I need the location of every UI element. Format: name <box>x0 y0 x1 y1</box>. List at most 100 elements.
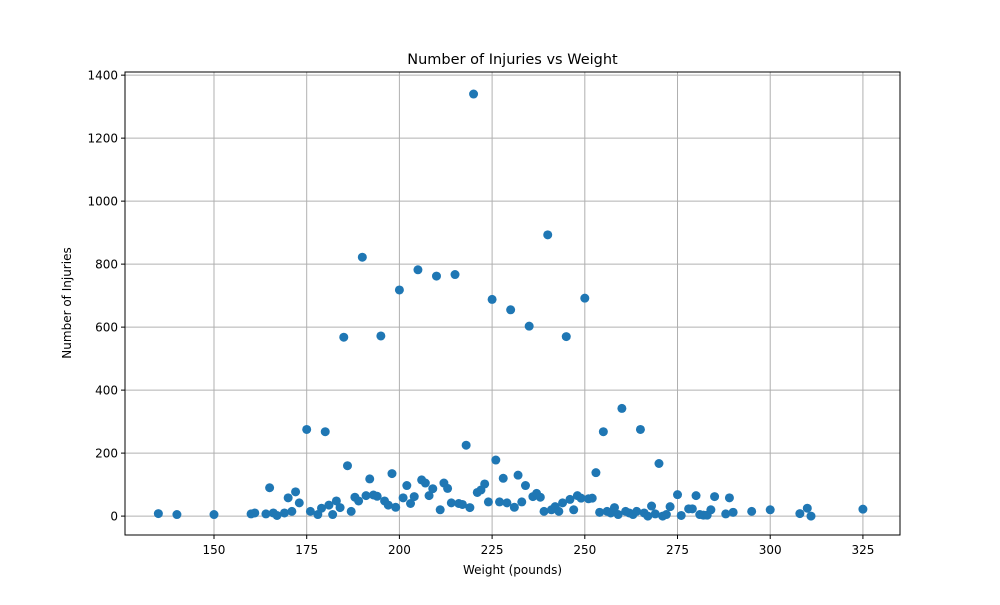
y-tick-label: 1000 <box>87 195 118 209</box>
data-point <box>513 470 523 480</box>
data-point <box>495 497 505 507</box>
data-point <box>320 427 330 437</box>
y-tick-label: 1200 <box>87 132 118 146</box>
data-point <box>172 510 182 520</box>
grid-lines <box>125 72 900 535</box>
x-tick-label: 225 <box>481 543 504 557</box>
data-point <box>406 499 416 509</box>
data-point <box>654 459 664 469</box>
data-point <box>632 506 642 516</box>
data-point <box>598 427 608 437</box>
data-point <box>354 496 364 506</box>
data-point <box>635 424 645 434</box>
data-point <box>520 481 530 491</box>
axes-frame <box>124 71 901 536</box>
x-tick-label: 275 <box>666 543 689 557</box>
data-point <box>558 498 568 508</box>
data-point <box>265 483 275 493</box>
data-point <box>576 493 586 503</box>
data-point <box>747 506 757 516</box>
data-point <box>595 507 605 517</box>
data-point <box>357 252 367 262</box>
data-point <box>461 440 471 450</box>
data-point <box>287 506 297 516</box>
x-tick-label: 300 <box>759 543 782 557</box>
data-point <box>524 321 534 331</box>
data-point <box>398 493 408 503</box>
data-point <box>387 469 397 479</box>
data-point <box>402 481 412 491</box>
data-point <box>535 492 545 502</box>
data-point <box>409 492 419 502</box>
data-point <box>424 491 434 501</box>
data-point <box>153 509 163 519</box>
data-point <box>305 506 315 516</box>
data-point <box>450 270 460 280</box>
x-tick-label: 200 <box>388 543 411 557</box>
data-point <box>565 494 575 504</box>
data-point <box>446 498 456 508</box>
data-point <box>372 491 382 501</box>
data-point <box>339 332 349 342</box>
data-point <box>394 285 404 295</box>
data-point <box>543 230 553 240</box>
data-point <box>806 511 816 521</box>
data-points <box>153 89 868 521</box>
y-tick-label: 0 <box>110 510 118 524</box>
data-point <box>491 455 501 465</box>
data-point <box>483 497 493 507</box>
data-point <box>487 294 497 304</box>
data-point <box>802 503 812 513</box>
data-point <box>502 498 512 508</box>
data-point <box>765 505 775 515</box>
data-point <box>506 305 516 315</box>
data-point <box>279 508 289 518</box>
data-point <box>617 403 627 413</box>
x-tick-label: 175 <box>295 543 318 557</box>
data-point <box>706 505 716 515</box>
data-point <box>609 503 619 513</box>
data-point <box>317 503 327 513</box>
data-point <box>428 484 438 494</box>
data-point <box>272 510 282 520</box>
data-point <box>724 493 734 503</box>
y-tick-label: 600 <box>95 321 118 335</box>
data-point <box>431 271 441 281</box>
data-point <box>365 474 375 484</box>
data-point <box>650 509 660 519</box>
data-point <box>591 468 601 478</box>
data-point <box>250 508 260 518</box>
axis-ticks: 150 175 200 225 250 275 300 325 0 200 400 600 800 100… <box>87 69 874 557</box>
y-tick-label: 200 <box>95 447 118 461</box>
data-point <box>291 487 301 497</box>
data-point <box>728 507 738 517</box>
data-point <box>509 502 519 512</box>
y-axis-title: Number of Injuries <box>60 247 74 358</box>
data-point <box>554 506 564 516</box>
data-point <box>661 510 671 520</box>
data-point <box>858 504 868 514</box>
data-point <box>647 501 657 511</box>
data-point <box>691 491 701 501</box>
data-point <box>413 265 423 275</box>
data-point <box>517 497 527 507</box>
data-point <box>331 496 341 506</box>
data-point <box>721 509 731 519</box>
data-point <box>335 503 345 513</box>
data-point <box>328 510 338 520</box>
data-point <box>673 490 683 500</box>
data-point <box>561 332 571 342</box>
data-point <box>283 493 293 503</box>
data-point <box>420 478 430 488</box>
x-tick-label: 150 <box>203 543 226 557</box>
data-point <box>383 500 393 510</box>
y-tick-label: 1400 <box>87 69 118 83</box>
data-point <box>587 493 597 503</box>
data-point <box>324 500 334 510</box>
data-point <box>539 506 549 516</box>
data-point <box>261 509 271 519</box>
data-point <box>342 461 352 471</box>
data-point <box>376 331 386 341</box>
data-point <box>209 510 219 520</box>
